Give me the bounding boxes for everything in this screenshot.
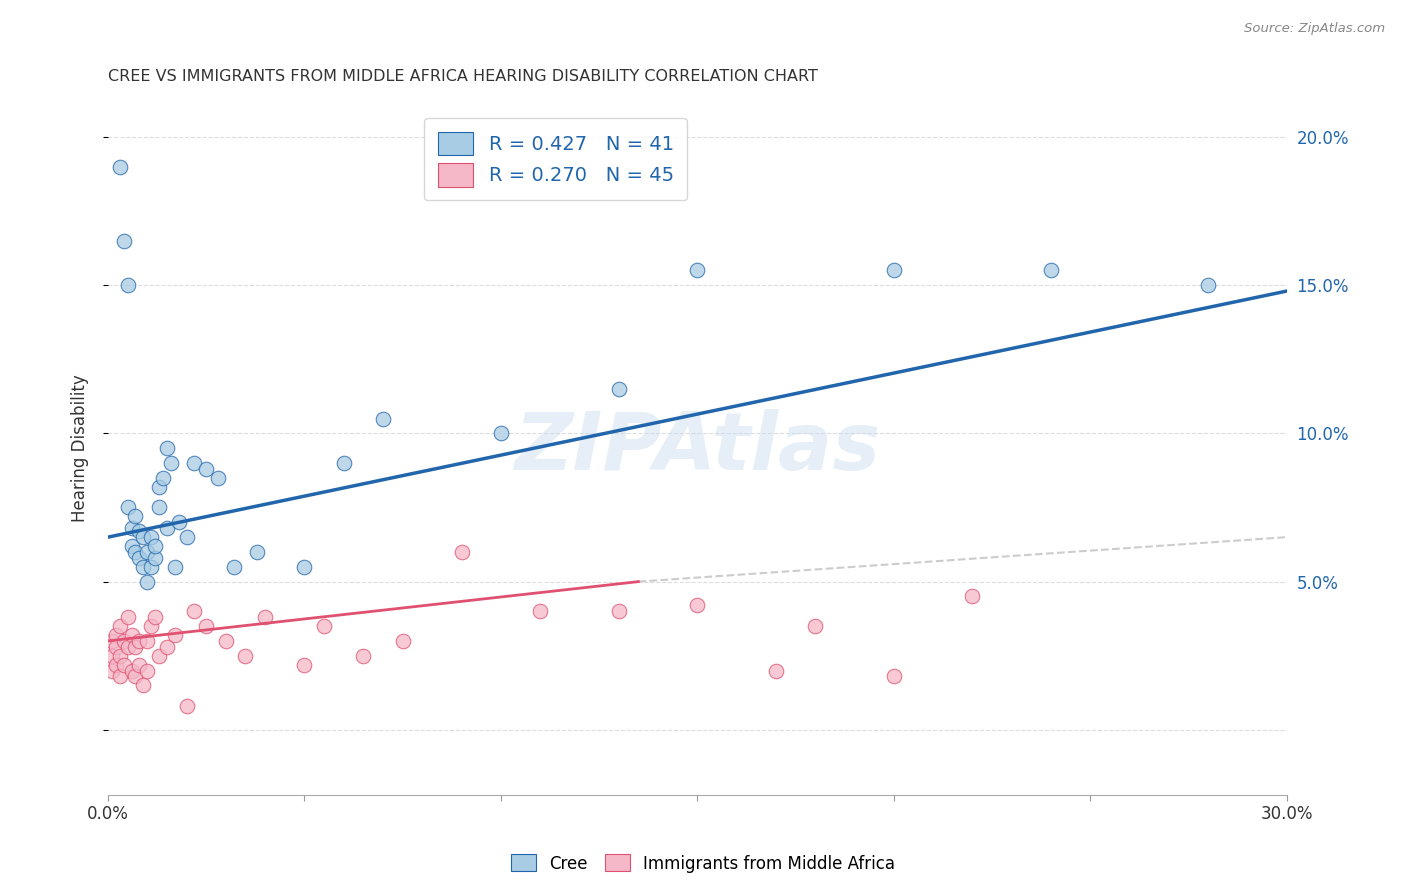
Y-axis label: Hearing Disability: Hearing Disability bbox=[72, 375, 89, 522]
Point bbox=[883, 669, 905, 683]
Point bbox=[156, 521, 179, 535]
Point bbox=[124, 640, 146, 654]
Point bbox=[124, 509, 146, 524]
Point bbox=[489, 426, 512, 441]
Point bbox=[141, 619, 163, 633]
Point bbox=[128, 657, 150, 672]
Point bbox=[450, 545, 472, 559]
Point bbox=[128, 524, 150, 539]
Point bbox=[294, 559, 316, 574]
Point bbox=[195, 462, 218, 476]
Point bbox=[176, 699, 198, 714]
Point bbox=[156, 640, 179, 654]
Point bbox=[104, 657, 127, 672]
Point bbox=[160, 456, 183, 470]
Point bbox=[235, 648, 257, 663]
Text: Source: ZipAtlas.com: Source: ZipAtlas.com bbox=[1244, 22, 1385, 36]
Point bbox=[143, 550, 166, 565]
Legend: R = 0.427   N = 41, R = 0.270   N = 45: R = 0.427 N = 41, R = 0.270 N = 45 bbox=[425, 118, 688, 201]
Point bbox=[101, 664, 124, 678]
Point bbox=[1197, 278, 1219, 293]
Point bbox=[529, 604, 551, 618]
Point bbox=[143, 539, 166, 553]
Point bbox=[607, 604, 630, 618]
Point bbox=[132, 678, 155, 692]
Point bbox=[136, 545, 159, 559]
Point bbox=[104, 628, 127, 642]
Point bbox=[686, 263, 709, 277]
Point bbox=[183, 604, 205, 618]
Point bbox=[163, 559, 186, 574]
Point bbox=[607, 382, 630, 396]
Point bbox=[167, 516, 190, 530]
Point bbox=[156, 441, 179, 455]
Point bbox=[136, 634, 159, 648]
Point bbox=[117, 278, 139, 293]
Point bbox=[104, 640, 127, 654]
Text: CREE VS IMMIGRANTS FROM MIDDLE AFRICA HEARING DISABILITY CORRELATION CHART: CREE VS IMMIGRANTS FROM MIDDLE AFRICA HE… bbox=[108, 69, 818, 84]
Point bbox=[141, 559, 163, 574]
Point bbox=[883, 263, 905, 277]
Point bbox=[163, 628, 186, 642]
Point bbox=[108, 160, 131, 174]
Point bbox=[148, 648, 170, 663]
Point bbox=[108, 669, 131, 683]
Point bbox=[141, 530, 163, 544]
Point bbox=[143, 610, 166, 624]
Point bbox=[121, 521, 143, 535]
Point bbox=[124, 545, 146, 559]
Point bbox=[132, 530, 155, 544]
Point bbox=[112, 657, 135, 672]
Point bbox=[112, 234, 135, 248]
Point bbox=[121, 664, 143, 678]
Point bbox=[246, 545, 269, 559]
Point bbox=[352, 648, 374, 663]
Point bbox=[124, 669, 146, 683]
Point bbox=[312, 619, 335, 633]
Point bbox=[207, 471, 229, 485]
Point bbox=[686, 599, 709, 613]
Point bbox=[101, 648, 124, 663]
Point bbox=[195, 619, 218, 633]
Legend: Cree, Immigrants from Middle Africa: Cree, Immigrants from Middle Africa bbox=[505, 847, 901, 880]
Point bbox=[136, 664, 159, 678]
Point bbox=[391, 634, 413, 648]
Point bbox=[108, 648, 131, 663]
Point bbox=[765, 664, 787, 678]
Point bbox=[112, 634, 135, 648]
Point bbox=[121, 628, 143, 642]
Point bbox=[132, 559, 155, 574]
Point bbox=[804, 619, 827, 633]
Point bbox=[101, 634, 124, 648]
Point bbox=[128, 550, 150, 565]
Point bbox=[117, 640, 139, 654]
Point bbox=[332, 456, 354, 470]
Text: ZIPAtlas: ZIPAtlas bbox=[515, 409, 880, 487]
Point bbox=[121, 539, 143, 553]
Point bbox=[117, 500, 139, 515]
Point bbox=[148, 480, 170, 494]
Point bbox=[117, 610, 139, 624]
Point bbox=[148, 500, 170, 515]
Point bbox=[962, 590, 984, 604]
Point bbox=[128, 634, 150, 648]
Point bbox=[136, 574, 159, 589]
Point bbox=[294, 657, 316, 672]
Point bbox=[152, 471, 174, 485]
Point bbox=[108, 619, 131, 633]
Point bbox=[176, 530, 198, 544]
Point bbox=[1039, 263, 1062, 277]
Point bbox=[371, 411, 394, 425]
Point bbox=[254, 610, 277, 624]
Point bbox=[222, 559, 245, 574]
Point bbox=[215, 634, 238, 648]
Point bbox=[183, 456, 205, 470]
